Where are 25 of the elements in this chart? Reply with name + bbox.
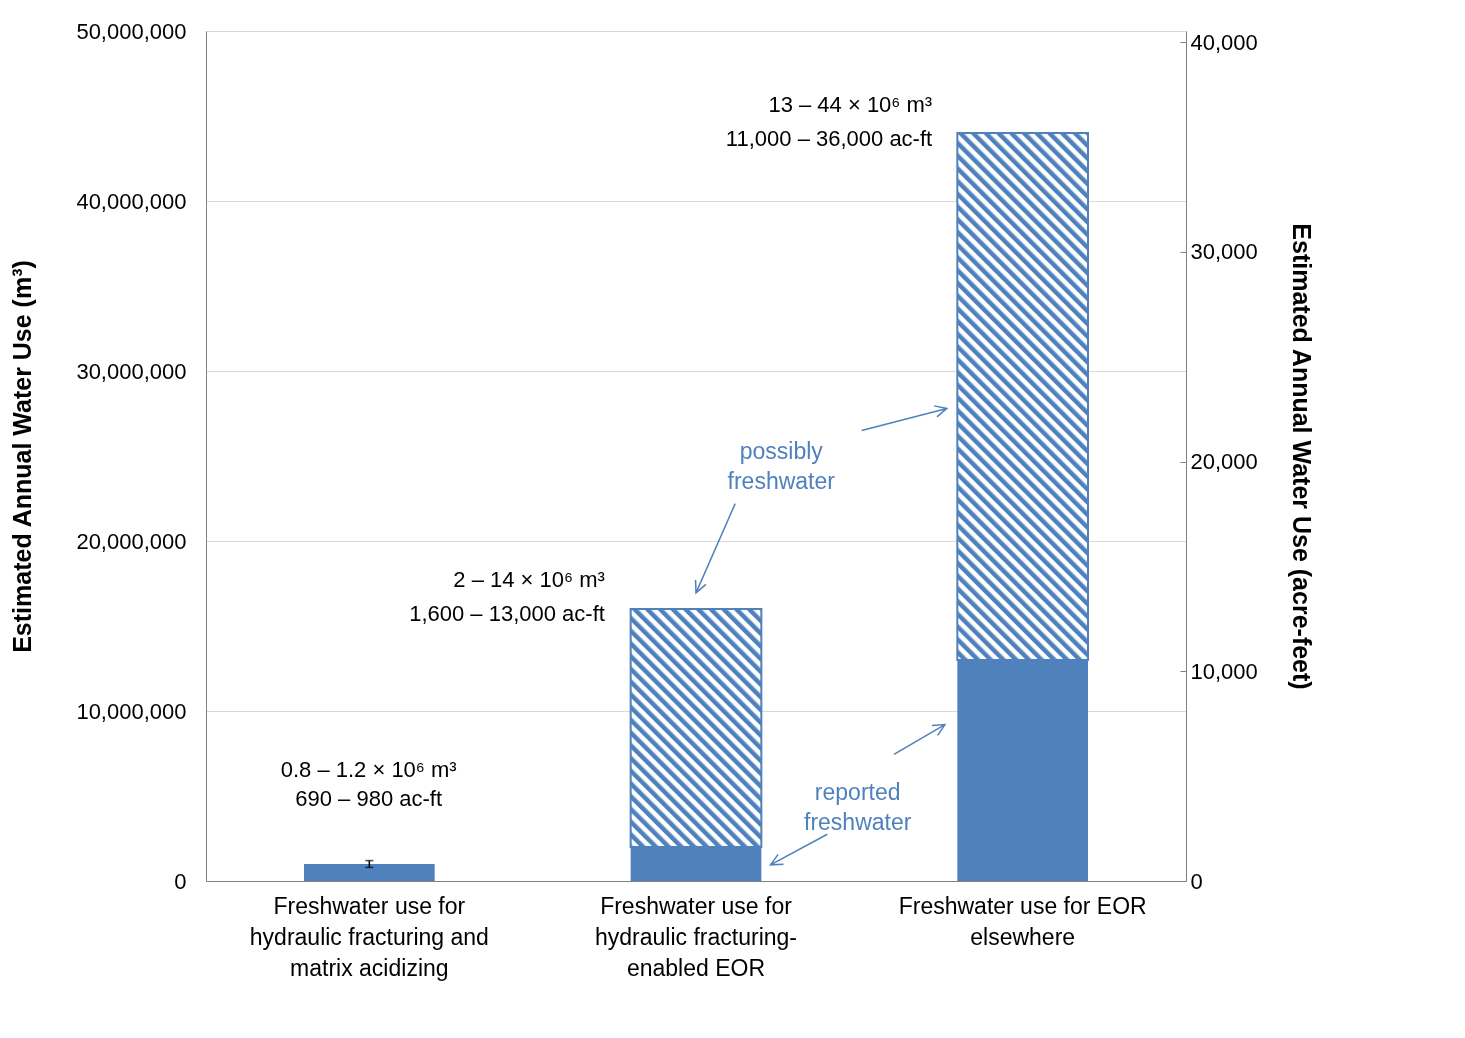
y-tick-label: 0 xyxy=(174,868,187,894)
y-tick-label: 20,000,000 xyxy=(76,528,187,554)
annotation: reported freshwater xyxy=(804,779,912,836)
x-tick-label: Freshwater use for EOR elsewhere xyxy=(898,892,1147,950)
bar xyxy=(304,864,435,881)
y-tick-label: 40,000,000 xyxy=(76,188,187,214)
x-tick-label: Freshwater use for hydraulic fracturing and matrix acidizing xyxy=(249,892,489,981)
y-tick-label: 50,000,000 xyxy=(76,18,187,44)
x-tick-label: Freshwater use for hydraulic fracturing-enabled EOR xyxy=(595,892,797,981)
y-tick-label: 30,000,000 xyxy=(76,358,187,384)
annotation: 11,000 – 36,000 ac-ft xyxy=(725,125,933,151)
y2-tick-label: 40,000 xyxy=(1190,29,1258,55)
y2-tick-label: 0 xyxy=(1190,868,1203,894)
annotation: 13 – 44 × 10⁶ m³ xyxy=(768,91,933,117)
annotation: 690 – 980 ac-ft xyxy=(295,786,443,812)
annotation: 2 – 14 × 10⁶ m³ xyxy=(453,567,605,593)
annotation: possibly freshwater xyxy=(727,437,836,494)
y-axis-title: Estimated Annual Water Use (m³) xyxy=(8,260,37,653)
annotation: 0.8 – 1.2 × 10⁶ m³ xyxy=(280,756,457,782)
annotation: 1,600 – 13,000 ac-ft xyxy=(409,601,605,627)
y2-axis-title: Estimated Annual Water Use (acre-feet) xyxy=(1287,223,1316,690)
y2-tick-label: 20,000 xyxy=(1190,449,1258,475)
y2-tick-label: 30,000 xyxy=(1190,239,1258,265)
y2-tick-label: 10,000 xyxy=(1190,658,1258,684)
y-tick-label: 10,000,000 xyxy=(76,698,187,724)
